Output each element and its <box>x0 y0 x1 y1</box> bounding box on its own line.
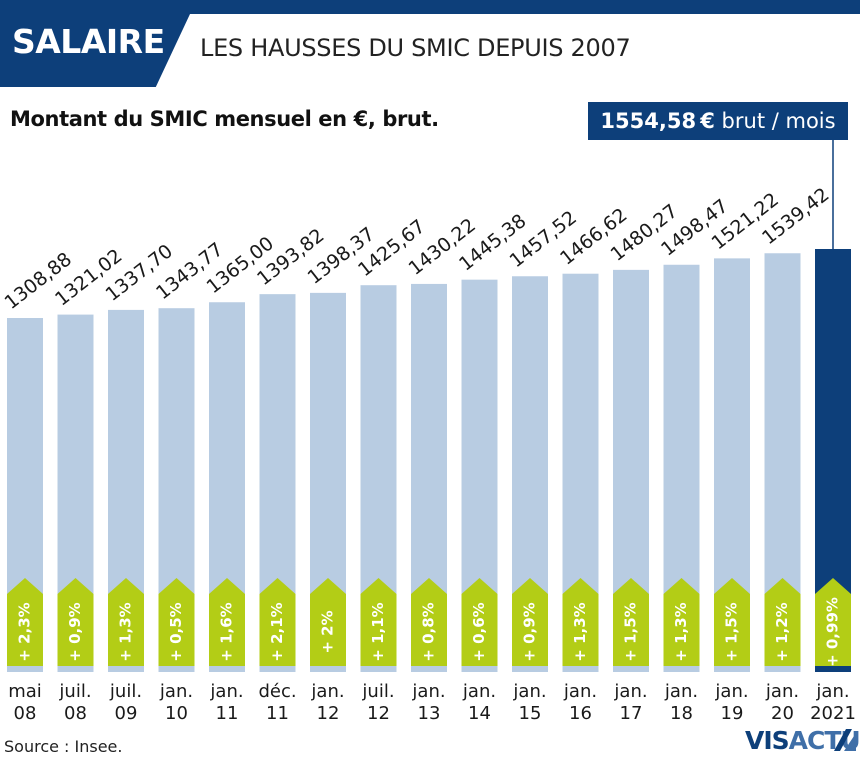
increase-label-12: + 1,3% <box>571 602 589 661</box>
increase-label-13: + 1,5% <box>622 602 640 661</box>
chart-title: Montant du SMIC mensuel en €, brut. <box>10 107 439 131</box>
category-year-13: 17 <box>620 703 643 724</box>
increase-label-1: + 2,3% <box>16 602 34 661</box>
increase-badge-9 <box>411 578 447 666</box>
increase-badge-4 <box>158 578 195 666</box>
category-year-5: 11 <box>216 703 239 724</box>
category-label-1: mai <box>8 681 42 702</box>
category-year-17: 2021 <box>810 703 856 724</box>
increase-label-7: + 2% <box>319 610 337 653</box>
latest-value-box: 1554,58 € brut / mois <box>588 102 848 140</box>
increase-badge-15 <box>714 578 750 666</box>
category-year-1: 08 <box>14 703 37 724</box>
increase-badge-5 <box>209 578 245 666</box>
category-year-12: 16 <box>569 703 592 724</box>
increase-label-8: + 1,1% <box>369 602 387 661</box>
category-year-14: 18 <box>670 703 693 724</box>
increase-badge-11 <box>512 578 548 666</box>
increase-label-15: + 1,5% <box>723 602 741 661</box>
increase-badge-10 <box>461 578 498 666</box>
increase-badge-6 <box>259 578 296 666</box>
category-label-17: jan. <box>815 681 849 702</box>
title-tag-label: SALAIRE <box>12 22 165 61</box>
increase-label-9: + 0,8% <box>420 602 438 661</box>
increase-label-2: + 0,9% <box>66 602 84 661</box>
top-stripe <box>0 0 860 14</box>
category-label-10: jan. <box>462 681 496 702</box>
category-year-8: 12 <box>367 703 390 724</box>
title-tag <box>0 14 190 87</box>
category-label-3: juil. <box>109 681 142 702</box>
increase-badge-17 <box>815 578 851 666</box>
category-label-4: jan. <box>159 681 193 702</box>
source-note: Source : Insee. <box>4 737 123 756</box>
category-label-9: jan. <box>411 681 445 702</box>
visactu-logo: VISACTU <box>745 726 860 755</box>
category-label-15: jan. <box>714 681 748 702</box>
increase-label-17: + 0,99% <box>824 597 842 667</box>
increase-label-5: + 1,6% <box>218 602 236 661</box>
category-label-5: jan. <box>209 681 243 702</box>
increase-badge-16 <box>764 578 801 666</box>
latest-amount: 1554,58 € <box>600 109 715 133</box>
increase-label-16: + 1,2% <box>773 602 791 661</box>
logo-mark-icon <box>834 729 856 751</box>
category-year-15: 19 <box>721 703 744 724</box>
latest-unit: brut / mois <box>714 109 836 133</box>
category-year-7: 12 <box>317 703 340 724</box>
category-label-16: jan. <box>765 681 799 702</box>
category-year-10: 14 <box>468 703 491 724</box>
increase-badge-2 <box>57 578 94 666</box>
increase-badge-8 <box>360 578 397 666</box>
category-year-6: 11 <box>266 703 289 724</box>
category-label-11: jan. <box>512 681 546 702</box>
category-label-2: juil. <box>58 681 91 702</box>
increase-badge-12 <box>562 578 599 666</box>
category-label-14: jan. <box>664 681 698 702</box>
category-year-4: 10 <box>165 703 188 724</box>
increase-badge-7 <box>310 578 346 666</box>
page-title: LES HAUSSES DU SMIC DEPUIS 2007 <box>200 34 631 62</box>
increase-badge-1 <box>7 578 43 666</box>
category-year-3: 09 <box>115 703 138 724</box>
category-label-12: jan. <box>563 681 597 702</box>
increase-label-6: + 2,1% <box>268 602 286 661</box>
category-label-8: juil. <box>361 681 394 702</box>
category-year-16: 20 <box>771 703 794 724</box>
increase-badge-13 <box>613 578 649 666</box>
increase-label-3: + 1,3% <box>117 602 135 661</box>
category-label-13: jan. <box>613 681 647 702</box>
increase-label-14: + 1,3% <box>672 602 690 661</box>
increase-badge-14 <box>663 578 700 666</box>
increase-label-11: + 0,9% <box>521 602 539 661</box>
category-label-6: déc. <box>258 681 296 702</box>
increase-badge-3 <box>108 578 144 666</box>
category-year-2: 08 <box>64 703 87 724</box>
increase-label-4: + 0,5% <box>167 602 185 661</box>
category-label-7: jan. <box>310 681 344 702</box>
increase-label-10: + 0,6% <box>470 602 488 661</box>
category-year-9: 13 <box>418 703 441 724</box>
category-year-11: 15 <box>519 703 542 724</box>
